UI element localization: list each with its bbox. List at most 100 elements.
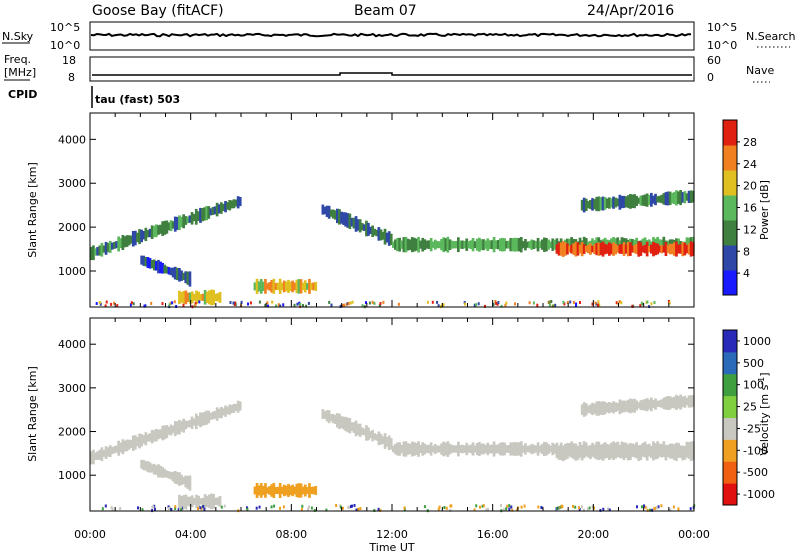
velocity-ylabel: Slant Range [km] [26,366,39,462]
ground-scatter-cell [578,506,580,510]
ground-scatter-cell [640,505,643,509]
echo-cell [685,193,689,201]
echo-cell [555,244,559,254]
echo-cell [687,190,691,203]
power-y-axis: 1000 2000 3000 4000 [58,133,694,278]
echo-cell [394,443,397,455]
ground-scatter-cell [556,507,559,510]
echo-cell [641,238,645,251]
echo-cell [501,442,504,456]
echo-cell [230,405,234,413]
echo-cell [561,445,565,462]
echo-cell [268,282,271,291]
echo-cell [188,271,192,287]
echo-cell [131,435,135,451]
echo-cell [188,292,192,303]
echo-cell [102,449,106,457]
ground-scatter-cell [368,301,371,305]
echo-cell [656,196,659,203]
ground-scatter-cell [299,304,302,308]
ground-scatter-cell [582,508,585,512]
echo-cell [639,242,643,256]
colorbar-segment [723,330,737,353]
echo-cell [616,449,620,457]
ground-scatter-cell [361,304,364,308]
ground-scatter-cell [325,508,328,512]
echo-cell [299,279,303,294]
echo-cell [199,498,203,505]
echo-cell [677,396,680,409]
echo-cell [473,241,477,249]
echo-cell [662,449,666,457]
echo-cell [668,396,672,410]
echo-cell [262,281,265,291]
echo-cell [591,238,594,251]
echo-cell [538,241,542,249]
echo-cell [100,447,104,461]
echo-cell [681,192,685,203]
echo-cell [561,241,565,257]
echo-cell [547,444,550,454]
echo-cell [217,408,221,418]
echo-cell [463,445,466,453]
echo-cell [589,200,592,210]
echo-cell [367,427,370,441]
echo-cell [236,400,240,413]
echo-cell [513,442,517,456]
echo-cell [683,191,687,204]
echo-cell [190,291,194,304]
echo-cell [612,401,615,414]
echo-cell [144,461,148,471]
echo-cell [461,444,464,454]
echo-cell [253,486,257,495]
echo-cell [605,198,609,208]
echo-cell [194,413,198,430]
noise-right-bottom-tick: 10^0 [707,39,737,52]
echo-cell [188,215,192,223]
ground-scatter-cell [431,300,434,304]
echo-cell [681,446,685,461]
echo-cell [212,289,215,305]
echo-cell [591,245,594,253]
ground-scatter-cell [302,304,304,308]
y-tick-label: 4000 [58,338,86,351]
echo-cell [662,245,666,253]
echo-cell [224,405,227,417]
echo-cell [595,196,599,212]
time-axis-label: Time UT [368,541,414,554]
ground-scatter-cell [240,300,243,304]
echo-cell [595,243,599,256]
echo-cell [513,237,517,252]
ground-scatter-cell [174,506,177,510]
echo-cell [656,243,659,255]
echo-cell [377,431,381,446]
echo-cell [670,397,674,408]
echo-cell [344,416,347,431]
ground-scatter-cell [255,506,258,510]
ground-scatter-cell [347,302,350,306]
echo-cell [511,442,515,456]
ground-scatter-cell [536,303,539,307]
echo-cell [584,403,588,416]
ground-scatter-cell [643,504,645,508]
echo-cell [262,485,265,496]
ground-scatter-cell [689,507,692,511]
colorbar-tick-label: 25 [743,401,757,414]
echo-cell [664,242,668,256]
echo-cell [270,280,274,293]
echo-cell [197,495,200,507]
echo-cell [593,448,596,459]
echo-cell [656,400,659,407]
date-title: 24/Apr/2016 [587,3,674,19]
echo-cell [329,209,333,217]
ground-scatter-cell [348,505,351,509]
ground-scatter-cell [654,506,657,510]
echo-cell [144,432,148,446]
echo-cell [534,445,538,453]
ground-scatter-cell [672,505,675,509]
echo-cell [257,281,261,292]
echo-cell [668,243,672,255]
ground-scatter-cell [167,505,170,509]
echo-cell [396,442,399,456]
echo-cell [572,243,576,255]
